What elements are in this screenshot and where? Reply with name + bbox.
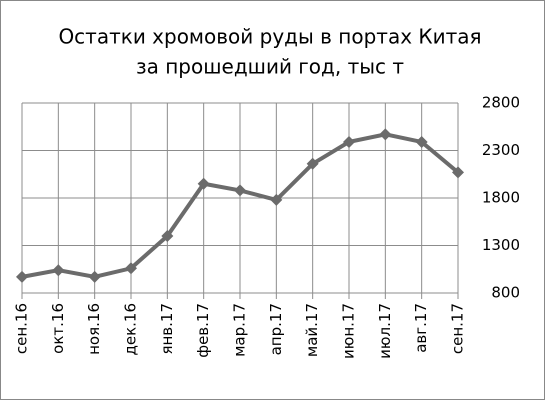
marker: [306, 157, 319, 170]
x-tick-label: май.17: [303, 303, 321, 357]
x-tick-label: ноя.16: [85, 303, 103, 355]
marker: [161, 230, 174, 242]
marker: [234, 184, 246, 197]
x-tick-label: фев.17: [194, 303, 212, 358]
x-tick-label: авг.17: [412, 303, 430, 353]
y-tick-label: 1300: [482, 236, 520, 254]
marker: [415, 135, 428, 148]
marker: [52, 264, 65, 277]
y-tick-label: 800: [491, 284, 520, 302]
x-tick-label: сен.17: [449, 303, 467, 354]
x-tick-label: сен.16: [13, 303, 31, 354]
y-tick-label: 2800: [482, 94, 520, 112]
marker: [270, 193, 283, 206]
x-tick-label: мар.17: [231, 303, 249, 357]
x-tick-label: июл.17: [376, 303, 394, 359]
marker: [16, 270, 28, 283]
marker: [452, 166, 464, 179]
marker: [197, 177, 210, 190]
chart-title: Остатки хромовой руды в портах Китая: [58, 25, 481, 49]
x-tick-label: дек.16: [122, 303, 140, 356]
marker: [343, 135, 355, 148]
y-tick-label: 1800: [482, 189, 520, 207]
y-tick-label: 2300: [482, 141, 520, 159]
x-tick-label: янв.17: [158, 303, 176, 355]
chart-title: за прошедший год, тыс т: [136, 55, 404, 79]
marker: [125, 262, 137, 275]
x-tick-label: июн.17: [340, 303, 358, 359]
marker: [379, 128, 392, 141]
x-tick-label: апр.17: [267, 303, 285, 355]
marker: [88, 270, 101, 283]
x-tick-label: окт.16: [49, 303, 67, 354]
